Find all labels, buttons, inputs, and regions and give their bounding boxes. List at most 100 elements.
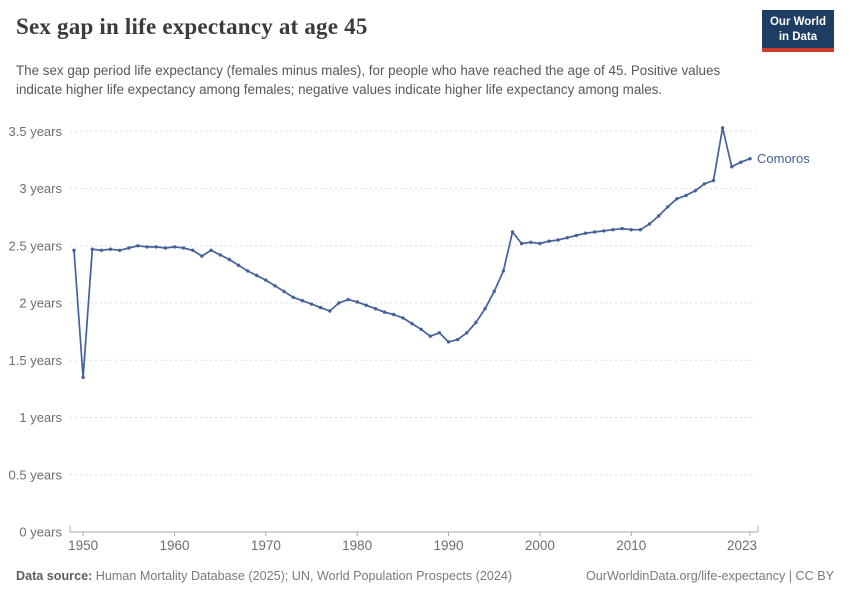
data-point[interactable] [419,327,423,331]
data-point[interactable] [446,340,451,344]
data-point[interactable] [218,253,222,257]
owid-logo-line2: in Data [778,30,818,43]
data-point[interactable] [574,233,579,238]
data-point[interactable] [227,257,231,262]
data-point[interactable] [684,193,688,198]
page-title: Sex gap in life expectancy at age 45 [16,14,368,39]
y-axis-label: 2 years [19,296,62,311]
data-point[interactable] [611,228,615,232]
x-axis-label: 1990 [434,538,464,553]
data-point[interactable] [620,226,624,231]
data-point[interactable] [163,246,168,250]
owid-logo-line1: Our World [769,16,826,28]
data-point[interactable] [602,229,606,233]
data-point[interactable] [702,182,706,186]
data-point[interactable] [693,189,697,193]
data-point[interactable] [255,273,259,278]
data-point[interactable] [81,375,85,380]
data-point[interactable] [556,238,560,242]
data-point[interactable] [720,126,725,130]
chart-subtitle: The sex gap period life expectancy (fema… [16,63,721,97]
data-point[interactable] [282,289,286,294]
data-point[interactable] [501,269,506,273]
data-point[interactable] [191,248,195,252]
data-point[interactable] [593,230,597,234]
data-point[interactable] [245,269,250,273]
data-source-text: Human Mortality Database (2025); UN, Wor… [95,569,513,583]
data-point[interactable] [401,316,405,320]
data-point[interactable] [90,247,95,251]
data-point[interactable] [318,305,323,310]
data-point[interactable] [181,246,186,250]
data-point[interactable] [565,236,569,240]
data-point[interactable] [519,241,524,246]
data-point[interactable] [456,337,460,342]
data-point[interactable] [273,284,277,288]
credit-link[interactable]: OurWorldinData.org/life-expectancy | CC … [585,569,834,583]
series-line[interactable] [73,126,751,379]
data-point[interactable] [428,334,432,338]
data-point[interactable] [346,297,350,302]
y-axis-label: 0.5 years [9,467,63,482]
data-point[interactable] [236,263,241,267]
y-axis-label: 1.5 years [9,353,63,368]
data-point[interactable] [474,320,478,325]
data-point[interactable] [711,178,716,183]
data-point[interactable] [748,157,752,161]
data-point[interactable] [264,278,268,282]
data-point[interactable] [382,310,387,314]
y-axis-label: 1 years [19,410,62,425]
data-point[interactable] [547,239,551,243]
data-point[interactable] [154,245,158,249]
data-point[interactable] [647,222,652,226]
data-point[interactable] [629,228,633,232]
data-point[interactable] [510,230,515,234]
data-point[interactable] [145,245,149,249]
x-axis-label: 2023 [727,538,757,553]
data-point[interactable] [739,160,743,164]
data-point[interactable] [309,302,314,306]
data-point[interactable] [410,321,414,326]
data-point[interactable] [209,248,213,252]
y-axis-label: 3.5 years [9,124,63,139]
x-axis-label: 1960 [159,538,189,553]
data-point[interactable] [666,205,670,209]
data-point[interactable] [483,307,487,311]
data-point[interactable] [675,197,679,201]
data-point[interactable] [172,245,177,249]
data-point[interactable] [127,246,131,250]
data-point[interactable] [730,165,734,169]
y-axis-label: 3 years [19,181,62,196]
data-point[interactable] [583,231,588,235]
data-point[interactable] [373,307,378,311]
data-point[interactable] [300,299,305,303]
data-point[interactable] [538,241,542,246]
data-point[interactable] [392,312,396,317]
data-point[interactable] [108,247,113,251]
y-axis-label: 0 years [19,525,62,540]
data-point[interactable] [136,244,140,248]
x-axis-label: 2010 [616,538,646,553]
data-point[interactable] [465,331,469,335]
data-source-label: Data source: [16,569,93,583]
data-point[interactable] [437,331,442,335]
data-point[interactable] [328,309,332,313]
data-point[interactable] [364,303,368,307]
series-end-label[interactable]: Comoros [757,151,810,166]
data-point[interactable] [492,289,496,294]
data-point[interactable] [656,214,661,218]
owid-logo: Our World in Data [761,10,834,52]
data-point[interactable] [200,254,204,258]
data-point[interactable] [72,248,76,252]
x-axis-label: 1970 [251,538,281,553]
data-point[interactable] [529,240,533,244]
data-point[interactable] [355,300,359,304]
data-point[interactable] [99,248,104,252]
data-point[interactable] [118,248,122,252]
data-point[interactable] [291,295,295,299]
data-point[interactable] [337,301,341,305]
data-point[interactable] [638,228,643,232]
x-axis-label: 2000 [525,538,555,553]
